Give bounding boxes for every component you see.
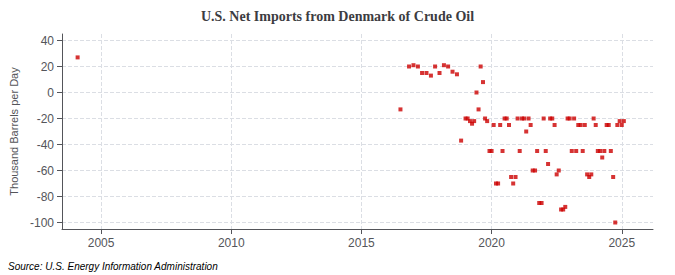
- svg-text:-40: -40: [37, 138, 55, 152]
- svg-text:-100: -100: [30, 216, 54, 230]
- svg-text:2015: 2015: [348, 236, 375, 250]
- svg-text:U.S. Net Imports from Denmark: U.S. Net Imports from Denmark of Crude O…: [201, 9, 474, 24]
- svg-text:-60: -60: [37, 164, 55, 178]
- svg-text:2020: 2020: [478, 236, 505, 250]
- svg-text:40: 40: [41, 34, 55, 48]
- svg-text:0: 0: [47, 86, 54, 100]
- svg-text:-20: -20: [37, 112, 55, 126]
- svg-text:Thousand Barrels per Day: Thousand Barrels per Day: [8, 67, 20, 196]
- svg-text:2025: 2025: [608, 236, 635, 250]
- svg-text:20: 20: [41, 60, 55, 74]
- svg-text:-80: -80: [37, 190, 55, 204]
- svg-text:Source: U.S. Energy Informatio: Source: U.S. Energy Information Administ…: [8, 261, 218, 272]
- svg-text:2005: 2005: [88, 236, 115, 250]
- svg-text:2010: 2010: [218, 236, 245, 250]
